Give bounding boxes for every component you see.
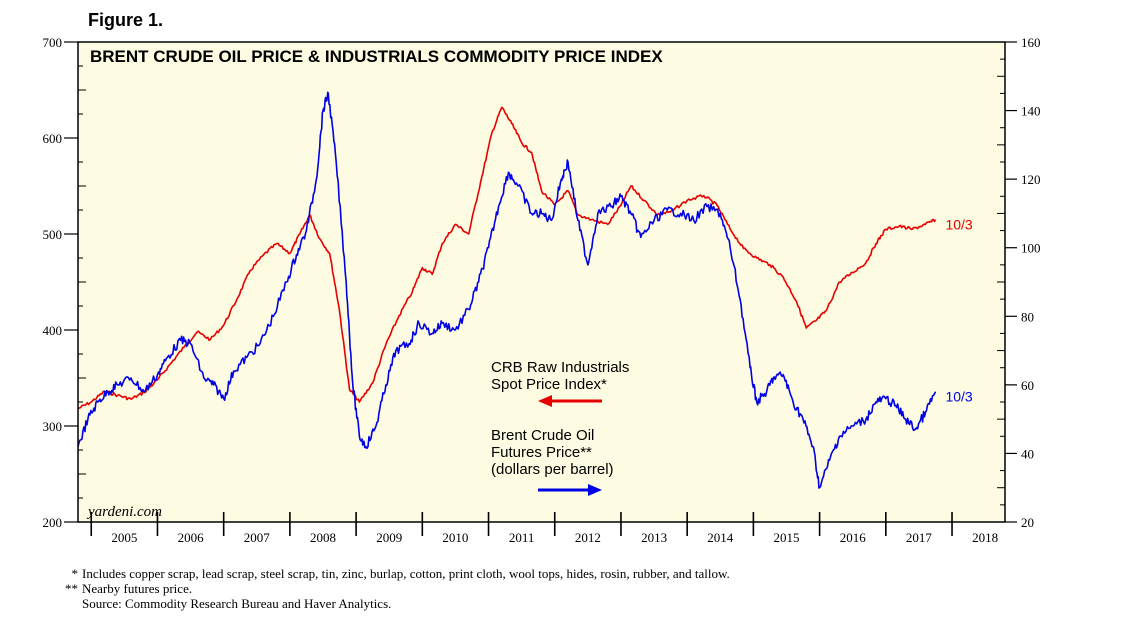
brent-end-label: 10/3 bbox=[945, 389, 972, 405]
x-tick-label: 2017 bbox=[906, 530, 933, 545]
right-tick-label: 40 bbox=[1021, 446, 1034, 461]
legend-crb-label: CRB Raw Industrials bbox=[491, 359, 629, 376]
x-tick-label: 2013 bbox=[641, 530, 667, 545]
legend-crb-arrowhead bbox=[538, 395, 552, 407]
source-note-text: Source: Commodity Research Bureau and Ha… bbox=[82, 596, 392, 611]
x-tick-label: 2006 bbox=[178, 530, 205, 545]
x-tick-label: 2016 bbox=[840, 530, 867, 545]
right-tick-label: 140 bbox=[1021, 104, 1041, 119]
legend-brent-label: Brent Crude Oil bbox=[491, 427, 594, 444]
x-tick-label: 2012 bbox=[575, 530, 601, 545]
legend-brent-label: (dollars per barrel) bbox=[491, 461, 614, 478]
series-lines bbox=[77, 91, 937, 489]
footnote-1-mark: * bbox=[71, 566, 79, 581]
left-tick-label: 200 bbox=[43, 515, 63, 530]
x-tick-label: 2010 bbox=[442, 530, 468, 545]
left-tick-label: 600 bbox=[43, 131, 63, 146]
right-tick-label: 120 bbox=[1021, 172, 1041, 187]
chart-title: BRENT CRUDE OIL PRICE & INDUSTRIALS COMM… bbox=[90, 47, 663, 66]
x-tick-label: 2007 bbox=[244, 530, 271, 545]
left-tick-label: 300 bbox=[43, 419, 63, 434]
x-tick-label: 2014 bbox=[707, 530, 734, 545]
brent-oil-line bbox=[77, 91, 937, 489]
plot-background bbox=[78, 42, 1005, 522]
legend-crb-label: Spot Price Index* bbox=[491, 376, 607, 393]
right-axis: 20 40 60 80 100 120 140 160 bbox=[997, 35, 1041, 530]
x-tick-label: 2011 bbox=[509, 530, 535, 545]
footnote-2-mark: ** bbox=[65, 581, 78, 596]
footnote-1-text: Includes copper scrap, lead scrap, steel… bbox=[82, 566, 730, 581]
left-tick-label: 400 bbox=[43, 323, 63, 338]
x-tick-label: 2018 bbox=[972, 530, 998, 545]
source-note: Source: Commodity Research Bureau and Ha… bbox=[52, 596, 391, 611]
right-tick-label: 20 bbox=[1021, 515, 1034, 530]
x-tick-label: 2009 bbox=[376, 530, 402, 545]
left-tick-label: 700 bbox=[43, 35, 63, 50]
right-tick-label: 80 bbox=[1021, 309, 1034, 324]
right-tick-label: 100 bbox=[1021, 241, 1041, 256]
crb-industrials-line bbox=[77, 106, 937, 410]
footnote-1: * Includes copper scrap, lead scrap, stee… bbox=[52, 566, 730, 581]
footnote-2: ** Nearby futures price. bbox=[52, 581, 192, 596]
x-tick-label: 2015 bbox=[773, 530, 799, 545]
x-tick-label: 2005 bbox=[111, 530, 137, 545]
crb-end-label: 10/3 bbox=[945, 217, 972, 233]
end-labels: 10/3 10/3 bbox=[945, 217, 972, 405]
figure-label: Figure 1. bbox=[88, 10, 164, 30]
right-tick-label: 60 bbox=[1021, 378, 1034, 393]
footnote-2-text: Nearby futures price. bbox=[82, 581, 193, 596]
x-tick-label: 2008 bbox=[310, 530, 336, 545]
legend-brent-label: Futures Price** bbox=[491, 444, 592, 461]
legend-brent-arrowhead bbox=[588, 484, 602, 496]
watermark: yardeni.com bbox=[86, 504, 162, 520]
x-axis: 2005 2006 2007 2008 2009 2010 2011 2012 2013 2014… bbox=[90, 512, 998, 545]
left-tick-label: 500 bbox=[43, 227, 63, 242]
left-axis: 200 300 400 500 600 700 bbox=[43, 35, 86, 530]
right-tick-label: 160 bbox=[1021, 35, 1041, 50]
